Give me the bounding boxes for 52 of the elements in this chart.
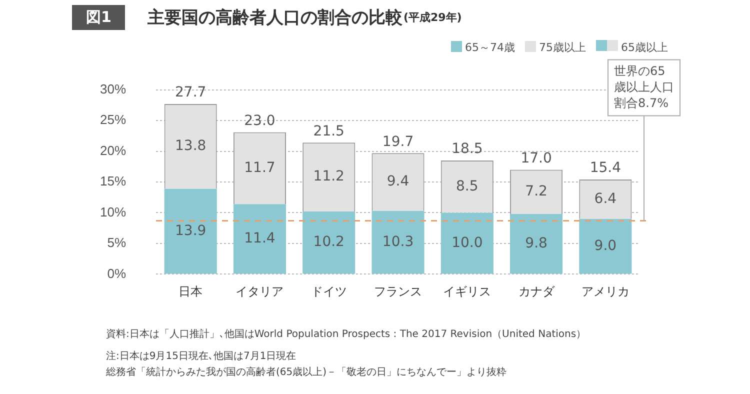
data-label: 6.4 — [594, 190, 617, 207]
y-tick-label: 25% — [100, 112, 126, 128]
data-label: 9.0 — [594, 238, 617, 254]
chart-title: 主要国の高齢者人口の割合の比較 — [147, 6, 402, 28]
bar — [579, 218, 632, 274]
x-tick-label: 日本 — [178, 284, 203, 299]
total-label: 18.5 — [452, 141, 483, 158]
x-tick-label: ドイツ — [310, 284, 347, 299]
bar — [164, 188, 217, 274]
total-label: 15.4 — [590, 160, 622, 176]
data-label: 10.3 — [382, 234, 414, 250]
data-label: 9.8 — [525, 235, 548, 252]
data-label: 7.2 — [525, 183, 548, 200]
x-tick-label: イギリス — [443, 284, 492, 299]
data-label: 9.4 — [386, 174, 410, 190]
ref-line-label: 世界の65歳以上人口割合8.7% — [614, 64, 674, 110]
data-label: 11.2 — [313, 168, 344, 185]
data-label: 11.7 — [244, 160, 276, 176]
total-label: 21.5 — [313, 123, 344, 140]
x-tick-label: アメリカ — [581, 284, 630, 299]
bar — [372, 210, 424, 274]
data-label: 10.2 — [313, 234, 344, 250]
total-label: 23.0 — [244, 112, 276, 129]
text: 総務省「統計からみた我が国の高齢者(65歳以上)－「敬老の日」にちなんでー」より抜粋 — [106, 366, 508, 380]
data-label: 13.9 — [175, 222, 206, 239]
data-label: 10.0 — [452, 234, 483, 251]
y-tick-label: 30% — [100, 81, 126, 96]
y-tick-label: 5% — [107, 235, 126, 250]
x-tick-label: フランス — [374, 284, 422, 299]
text: 注:日本は9月15日現在､他国は7月1日現在 — [106, 350, 298, 364]
data-label: 8.5 — [456, 178, 478, 194]
bar — [440, 212, 494, 274]
y-tick-label: 15% — [100, 174, 126, 189]
bar — [510, 214, 563, 274]
legend-label: 75歳以上 — [538, 40, 586, 55]
total-label: 19.7 — [382, 134, 414, 150]
text: 65歳以上 — [620, 40, 668, 55]
data-label: 11.4 — [244, 230, 276, 247]
y-tick-label: 10% — [100, 204, 126, 220]
caption: 図1 — [72, 4, 126, 30]
text: 資料:日本は「人口推計」､他国はWorld Population Prospects : The 2017 Revision（United Nations） — [106, 328, 586, 342]
chart-subtitle: (平成29年) — [403, 10, 462, 24]
legend-label: 65～74歳 — [464, 40, 515, 55]
bar — [302, 212, 356, 274]
total-label: 17.0 — [520, 150, 552, 166]
x-tick-label: イタリア — [236, 284, 284, 299]
total-label: 27.7 — [175, 84, 206, 101]
bar — [233, 204, 286, 274]
data-label: 13.8 — [175, 138, 206, 154]
y-tick-label: 0% — [107, 266, 126, 281]
x-tick-label: カナダ — [518, 284, 556, 299]
y-tick-label: 20% — [100, 142, 126, 158]
